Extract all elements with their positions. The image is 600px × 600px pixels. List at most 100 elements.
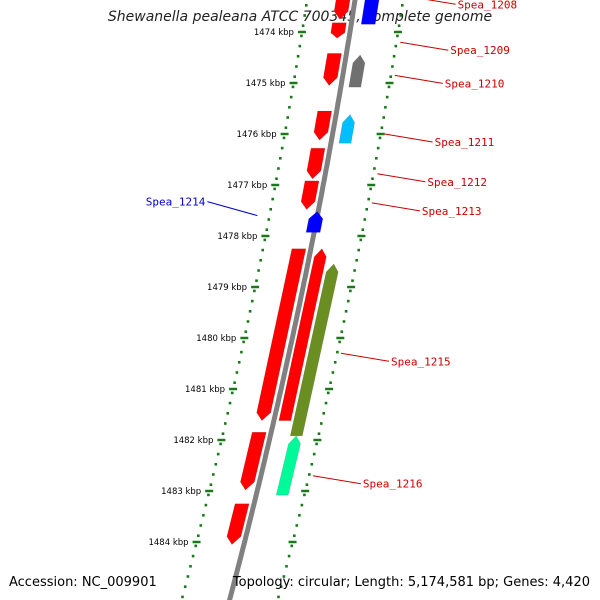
ruler-tick-label: 1475 kbp <box>245 79 285 89</box>
ruler-dot <box>261 248 264 252</box>
ruler-dot <box>365 208 368 211</box>
ruler-dot <box>246 320 250 323</box>
ruler-dot <box>279 157 282 160</box>
backbone-line <box>227 0 358 600</box>
ruler-dot <box>295 65 298 68</box>
ruler-dot <box>267 218 271 221</box>
ruler-dot <box>347 299 350 303</box>
ruler-dot <box>228 401 232 405</box>
ruler-dot <box>296 55 300 58</box>
ruler-dot <box>303 14 306 17</box>
ruler-dot <box>233 381 236 384</box>
ruler-dot <box>355 259 358 262</box>
gene-arrow <box>323 53 342 86</box>
ruler-dot <box>363 218 367 221</box>
ruler-dot <box>291 85 295 89</box>
ruler-dot <box>287 554 291 558</box>
gene-label: Spea_1216 <box>363 478 423 491</box>
ruler-dot <box>207 493 210 497</box>
ruler-dot <box>226 412 229 415</box>
gene-label: Spea_1210 <box>445 77 505 90</box>
ruler-dot <box>204 503 208 507</box>
ruler-dot <box>315 442 318 446</box>
ruler-tick-label: 1480 kbp <box>196 334 236 344</box>
gene-outline <box>226 503 250 545</box>
ruler-dot <box>359 238 363 242</box>
gene-arrow <box>290 264 339 436</box>
ruler-dot <box>288 106 291 109</box>
ruler-dot <box>202 514 205 517</box>
ruler-dot <box>399 14 402 17</box>
ruler-tick-label: 1477 kbp <box>227 181 267 191</box>
gene-arrow <box>348 55 365 88</box>
ruler-dot <box>251 299 254 303</box>
ruler-dot <box>361 228 365 231</box>
gene-outline <box>323 53 342 86</box>
ruler-dot <box>298 514 301 517</box>
ruler-dot <box>331 371 335 374</box>
ruler-dot <box>271 197 274 201</box>
gene-label: Spea_1215 <box>391 355 451 368</box>
gene-label-leader <box>207 201 258 217</box>
gene-outline <box>278 248 327 421</box>
ruler-dot <box>329 381 332 384</box>
ruler-dot <box>349 289 352 293</box>
ruler-dot <box>286 116 289 119</box>
ruler-dot <box>389 75 392 78</box>
ruler-dot <box>384 106 387 109</box>
ruler-dot <box>351 279 354 282</box>
ruler-dot <box>394 44 398 48</box>
ruler-dot <box>219 442 222 446</box>
ruler-dot <box>284 126 288 129</box>
gene-outline <box>305 211 324 233</box>
ruler-dot <box>293 534 296 537</box>
accession-text: Accession: NC_009901 <box>9 575 157 590</box>
ruler-dot <box>303 493 306 497</box>
ruler-dot <box>255 279 258 282</box>
gene-arrow <box>256 248 306 421</box>
ruler-dot <box>221 432 225 435</box>
ruler-dot <box>300 34 303 38</box>
ruler-tick-label: 1484 kbp <box>148 538 188 548</box>
gene-outline <box>306 148 326 180</box>
ruler-dot <box>181 595 184 599</box>
ruler-tick-label: 1478 kbp <box>217 232 257 242</box>
ruler-dot <box>301 24 305 27</box>
gene-arrow <box>314 111 332 141</box>
gene-outline <box>338 114 355 144</box>
ruler-dot <box>378 136 382 140</box>
ruler-dot <box>191 554 195 558</box>
ruler-tick-label: 1481 kbp <box>185 385 225 395</box>
gene-arrow <box>306 211 323 233</box>
ruler-dot <box>305 4 308 7</box>
ruler-dot <box>259 259 262 262</box>
ruler-dot <box>369 187 372 191</box>
ruler-dot <box>197 534 200 537</box>
ruler-track-right <box>277 4 404 599</box>
gene-arrow <box>361 0 379 25</box>
ruler-dot <box>224 422 227 425</box>
ruler-dot <box>214 463 218 466</box>
ruler-dot <box>397 24 401 27</box>
ruler-dot <box>277 595 280 599</box>
ruler-dot <box>375 157 378 160</box>
backbone-layer <box>227 0 358 600</box>
gene-outline <box>330 22 347 39</box>
ruler-dot <box>380 126 384 129</box>
ruler-dot <box>340 330 344 333</box>
gene-arrow <box>339 114 355 144</box>
gene-arrow <box>276 435 301 496</box>
gene-arrow <box>226 503 250 545</box>
gene-label: Spea_1211 <box>435 136 495 149</box>
ruler-dot <box>305 483 309 486</box>
ruler-dot <box>310 463 314 466</box>
ruler-dot <box>282 136 286 140</box>
gene-arrow <box>330 22 347 39</box>
ruler-dot <box>387 85 391 89</box>
gene-label-leader <box>394 74 443 84</box>
ruler-dot <box>320 422 323 425</box>
ruler-dot <box>277 167 280 170</box>
gene-label: Spea_1214 <box>146 196 206 209</box>
gene-label-leader <box>371 202 420 212</box>
